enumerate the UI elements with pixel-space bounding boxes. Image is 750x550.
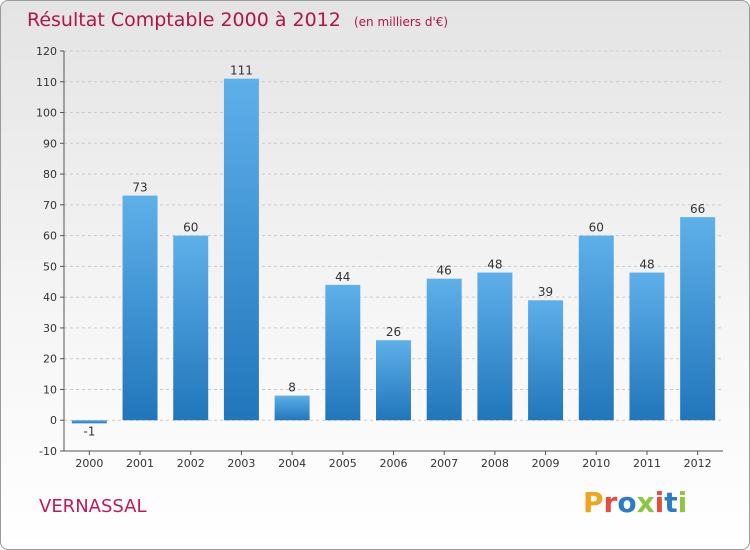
data-label-2005: 44 xyxy=(335,270,350,284)
bar-2000 xyxy=(71,420,107,424)
data-label-2007: 46 xyxy=(437,264,452,278)
y-tick-label: 90 xyxy=(43,137,57,150)
title-row: Résultat Comptable 2000 à 2012 (en milli… xyxy=(27,9,448,31)
y-tick-label: 30 xyxy=(43,322,57,335)
chart-title: Résultat Comptable 2000 à 2012 xyxy=(27,9,341,31)
y-tick-label: 0 xyxy=(50,414,57,427)
x-tick-label: 2009 xyxy=(532,457,560,470)
y-tick-label: 110 xyxy=(36,76,57,89)
x-tick-label: 2007 xyxy=(430,457,458,470)
logo-letter: P xyxy=(583,486,604,519)
x-tick-label: 2004 xyxy=(278,457,306,470)
y-tick-label: 120 xyxy=(36,45,57,58)
data-label-2001: 73 xyxy=(132,181,147,195)
x-tick-label: 2010 xyxy=(582,457,610,470)
x-tick-label: 2002 xyxy=(177,457,205,470)
y-tick-label: 10 xyxy=(43,383,57,396)
y-tick-label: 60 xyxy=(43,230,57,243)
chart-subtitle: (en milliers d'€) xyxy=(353,15,449,29)
logo-letter: x xyxy=(636,486,655,519)
label-layer: -1 73 60 111 8 44 26 46 48 39 60 48 66 xyxy=(83,64,705,439)
logo-letter: t xyxy=(664,486,678,519)
bar-2002 xyxy=(173,235,209,421)
x-tick-label: 2008 xyxy=(481,457,509,470)
bar-2001 xyxy=(122,195,158,421)
data-label-2003: 111 xyxy=(230,64,253,78)
data-label-2009: 39 xyxy=(538,285,553,299)
x-tick-label: 2006 xyxy=(380,457,408,470)
bar-2011 xyxy=(629,272,665,421)
logo-letter: i xyxy=(654,486,665,519)
x-tick-label: 2003 xyxy=(227,457,255,470)
x-tick-label: 2011 xyxy=(633,457,661,470)
y-tick-label: 50 xyxy=(43,260,57,273)
logo-letter: o xyxy=(617,486,637,519)
commune-name: VERNASSAL xyxy=(39,496,147,517)
bar-2010 xyxy=(578,235,614,421)
x-tick-label: 2012 xyxy=(684,457,712,470)
y-tick-label: 80 xyxy=(43,168,57,181)
data-label-2008: 48 xyxy=(487,258,502,272)
bar-2008 xyxy=(477,272,513,421)
data-label-2010: 60 xyxy=(589,221,604,235)
bar-2004 xyxy=(274,395,310,421)
y-tick-label: 100 xyxy=(36,107,57,120)
logo-letter: i xyxy=(677,486,688,519)
bar-2005 xyxy=(325,284,361,421)
proxiti-logo: Proxiti xyxy=(583,486,687,519)
bar-2003 xyxy=(223,78,259,421)
data-label-2006: 26 xyxy=(386,325,401,339)
bar-2007 xyxy=(426,278,462,421)
data-label-2002: 60 xyxy=(183,221,198,235)
bar-2006 xyxy=(376,340,411,421)
axis-layer: -10 0 10 20 30 40 50 60 70 80 90 100 110 120 2000 2001 2… xyxy=(36,45,723,470)
logo-letter: r xyxy=(603,486,618,519)
data-label-2012: 66 xyxy=(690,202,705,216)
bar-2012 xyxy=(680,217,716,421)
x-tick-label: 2000 xyxy=(75,457,103,470)
data-label-2004: 8 xyxy=(288,381,296,395)
x-tick-label: 2005 xyxy=(329,457,357,470)
y-tick-label: 40 xyxy=(43,291,57,304)
y-tick-label: -10 xyxy=(39,445,57,458)
bar-layer xyxy=(71,78,716,424)
data-label-2000: -1 xyxy=(83,424,95,438)
data-label-2011: 48 xyxy=(639,258,654,272)
x-tick-label: 2001 xyxy=(126,457,154,470)
y-tick-label: 20 xyxy=(43,353,57,366)
y-tick-label: 70 xyxy=(43,199,57,212)
bar-2009 xyxy=(528,300,564,421)
